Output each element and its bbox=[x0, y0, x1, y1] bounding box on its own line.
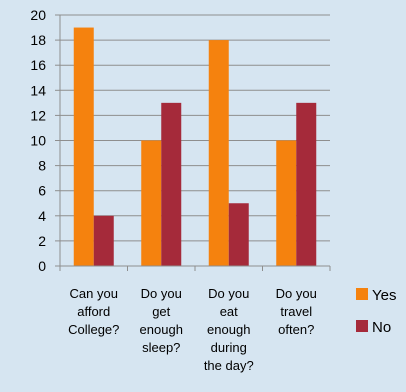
legend: Yes No bbox=[356, 287, 396, 336]
y-tick-label: 8 bbox=[38, 158, 46, 174]
x-category-label: Do you travel often? bbox=[276, 286, 317, 337]
x-category-label: Can you afford College? bbox=[68, 286, 119, 337]
bar-yes-0 bbox=[73, 27, 94, 266]
bar-no-0 bbox=[93, 215, 114, 266]
bars bbox=[73, 27, 317, 266]
y-tick-label: 10 bbox=[30, 133, 46, 149]
bar-no-3 bbox=[296, 102, 317, 266]
bar-no-2 bbox=[228, 203, 249, 266]
y-tick-label: 0 bbox=[38, 258, 46, 274]
legend-label-yes: Yes bbox=[372, 287, 396, 304]
y-tick-label: 6 bbox=[38, 183, 46, 199]
bar-yes-1 bbox=[141, 140, 162, 266]
y-tick-label: 14 bbox=[30, 82, 46, 98]
y-tick-label: 20 bbox=[30, 7, 46, 23]
bar-yes-3 bbox=[276, 140, 297, 266]
x-category-labels: Can you afford College? Do you get enough slee… bbox=[68, 286, 317, 373]
y-tick-label: 4 bbox=[38, 208, 46, 224]
legend-swatch-no bbox=[356, 320, 368, 332]
x-category-label: Do you get enough sleep? bbox=[140, 286, 183, 355]
bar-no-1 bbox=[161, 102, 182, 266]
y-tick-label: 2 bbox=[38, 233, 46, 249]
y-tick-label: 16 bbox=[30, 57, 46, 73]
legend-label-no: No bbox=[372, 319, 391, 336]
y-tick-label: 12 bbox=[30, 107, 46, 123]
y-tick-labels: 0 2 4 6 8 10 12 14 16 18 20 bbox=[30, 7, 60, 274]
y-tick-label: 18 bbox=[30, 32, 46, 48]
bar-yes-2 bbox=[208, 40, 229, 266]
legend-swatch-yes bbox=[356, 288, 368, 300]
x-category-label: Do you eat enough during the day? bbox=[204, 286, 254, 373]
